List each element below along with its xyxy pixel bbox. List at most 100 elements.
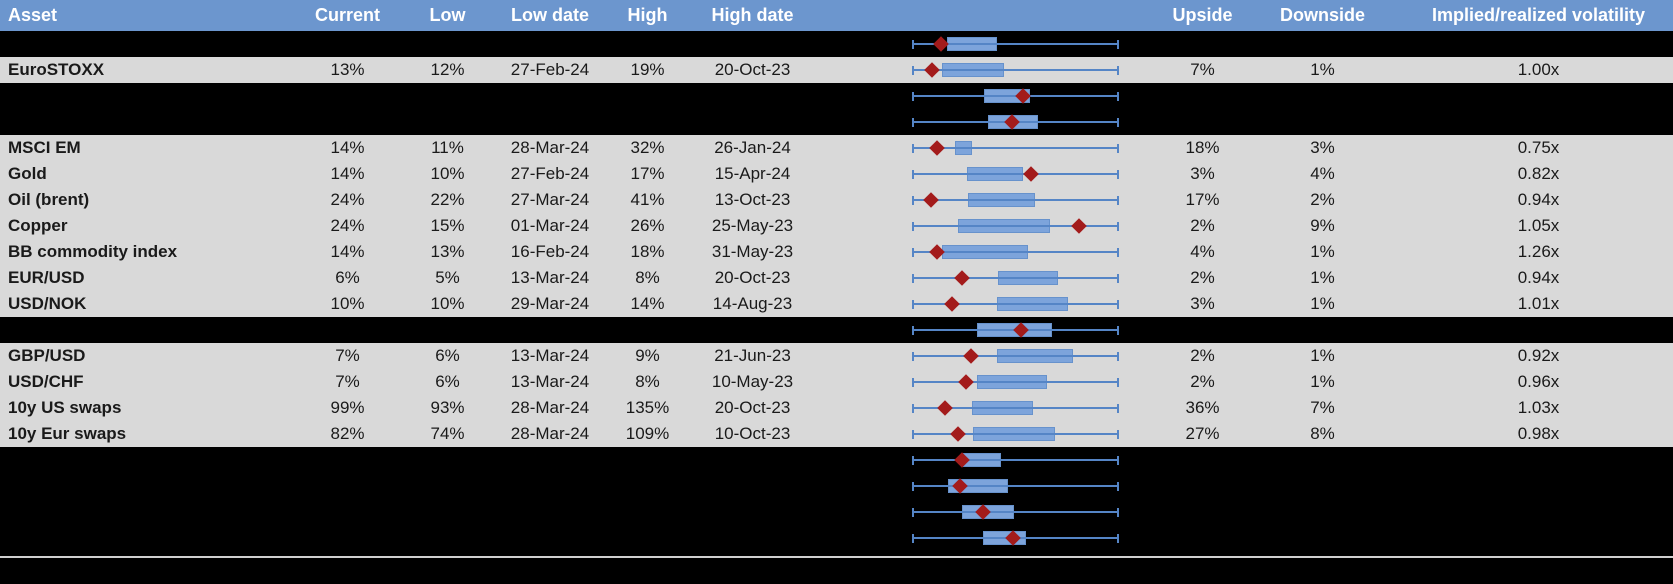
low-date-cell: 13-Mar-24 [510, 372, 590, 391]
boxplot-cell [810, 213, 1140, 239]
current-value-diamond-marker [1023, 166, 1039, 182]
high-date-cell [695, 83, 810, 109]
header-boxplot-column [810, 0, 1140, 31]
current-cell [300, 83, 395, 109]
high-date-cell: 15-Apr-24 [714, 164, 791, 183]
asset-cell: EuroSTOXX [8, 60, 105, 79]
upside-cell: 3% [1190, 294, 1215, 313]
whisker-cap-left [912, 39, 914, 49]
downside-cell [1265, 499, 1380, 525]
low-cell: 93% [430, 398, 465, 417]
footer-separator-line [0, 556, 1673, 558]
whisker-cap-left [912, 91, 914, 101]
whisker-cap-left [912, 533, 914, 543]
high-date-cell: 14-Aug-23 [712, 294, 793, 313]
table-row: 10y US swaps 99% 93% 28-Mar-24 135% 20-Oct-23… [0, 395, 1673, 421]
redacted-row [0, 525, 1673, 551]
whisker-line [913, 381, 1118, 383]
whisker-cap-left [912, 221, 914, 231]
asset-cell [0, 83, 300, 109]
downside-cell: 1% [1310, 346, 1335, 365]
low-date-cell: 29-Mar-24 [510, 294, 590, 313]
whisker-cap-left [912, 195, 914, 205]
high-cell [600, 83, 695, 109]
boxplot-cell [810, 161, 1140, 187]
high-date-cell [695, 31, 810, 57]
high-cell: 8% [635, 268, 660, 287]
whisker-cap-left [912, 247, 914, 257]
upside-cell: 2% [1190, 372, 1215, 391]
low-cell [395, 525, 500, 551]
low-cell [395, 447, 500, 473]
whisker-cap-right [1117, 377, 1119, 387]
boxplot-cell [810, 499, 1140, 525]
low-date-cell [500, 31, 600, 57]
current-value-diamond-marker [950, 426, 966, 442]
low-cell: 12% [430, 60, 465, 79]
upside-cell: 27% [1185, 424, 1220, 443]
asset-cell [0, 109, 300, 135]
current-value-diamond-marker [924, 62, 940, 78]
boxplot-cell [810, 109, 1140, 135]
boxplot-cell [810, 265, 1140, 291]
boxplot-cell [810, 473, 1140, 499]
low-cell: 5% [435, 268, 460, 287]
implied-volatility-cell [1380, 525, 1673, 551]
low-cell [395, 83, 500, 109]
high-cell [600, 525, 695, 551]
upside-cell: 18% [1185, 138, 1220, 157]
whisker-cap-right [1117, 39, 1119, 49]
upside-cell: 2% [1190, 268, 1215, 287]
boxplot-cell [810, 135, 1140, 161]
low-cell [395, 473, 500, 499]
implied-volatility-cell [1380, 83, 1673, 109]
upside-cell [1140, 31, 1265, 57]
whisker-cap-left [912, 481, 914, 491]
current-value-diamond-marker [954, 270, 970, 286]
implied-volatility-cell: 0.96x [1517, 372, 1560, 391]
low-cell: 13% [430, 242, 465, 261]
table-body: EuroSTOXX 13% 12% 27-Feb-24 19% 20-Oct-23 7% 1%… [0, 31, 1673, 551]
current-value-diamond-marker [944, 296, 960, 312]
high-date-cell: 10-May-23 [711, 372, 794, 391]
boxplot-cell [810, 369, 1140, 395]
whisker-cap-right [1117, 533, 1119, 543]
high-cell: 8% [635, 372, 660, 391]
whisker-cap-left [912, 117, 914, 127]
current-cell [300, 31, 395, 57]
whisker-line [913, 173, 1118, 175]
upside-cell [1140, 317, 1265, 343]
high-date-cell: 13-Oct-23 [714, 190, 791, 209]
header-current: Current [314, 5, 380, 25]
downside-cell: 1% [1310, 60, 1335, 79]
implied-volatility-cell: 0.75x [1517, 138, 1560, 157]
implied-volatility-cell: 0.92x [1517, 346, 1560, 365]
whisker-line [913, 277, 1118, 279]
asset-cell: 10y Eur swaps [8, 424, 127, 443]
whisker-cap-right [1117, 91, 1119, 101]
downside-cell [1265, 109, 1380, 135]
whisker-cap-right [1117, 247, 1119, 257]
redacted-row [0, 31, 1673, 57]
high-cell [600, 447, 695, 473]
upside-cell: 4% [1190, 242, 1215, 261]
footer-black-strip [0, 551, 1673, 584]
low-cell: 22% [430, 190, 465, 209]
implied-volatility-cell: 1.01x [1517, 294, 1560, 313]
high-cell: 26% [630, 216, 665, 235]
low-cell [395, 499, 500, 525]
whisker-line [913, 433, 1118, 435]
whisker-cap-right [1117, 143, 1119, 153]
redacted-row [0, 447, 1673, 473]
whisker-line [913, 303, 1118, 305]
asset-cell: Copper [8, 216, 68, 235]
whisker-line [913, 459, 1118, 461]
downside-cell [1265, 473, 1380, 499]
low-date-cell [500, 447, 600, 473]
high-date-cell: 25-May-23 [711, 216, 794, 235]
low-date-cell [500, 109, 600, 135]
asset-cell: EUR/USD [8, 268, 85, 287]
header-row: Asset Current Low Low date High High dat… [0, 0, 1673, 31]
whisker-cap-right [1117, 65, 1119, 75]
upside-cell: 36% [1185, 398, 1220, 417]
